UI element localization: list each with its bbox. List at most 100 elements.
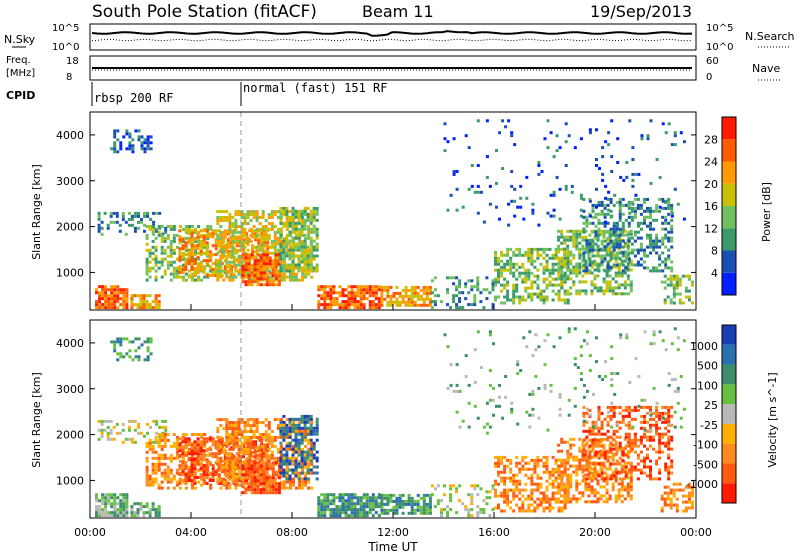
- heatmap-cell: [256, 262, 260, 266]
- heatmap-cell: [309, 447, 313, 451]
- heatmap-cell: [515, 473, 519, 477]
- heatmap-cell: [255, 418, 259, 422]
- heatmap-cell: [312, 456, 316, 460]
- heatmap-cell: [205, 262, 209, 266]
- heatmap-cell: [323, 300, 327, 304]
- heatmap-cell: [161, 425, 165, 429]
- heatmap-cell: [181, 456, 185, 460]
- heatmap-cell: [479, 511, 483, 515]
- heatmap-cell: [261, 210, 265, 214]
- heatmap-cell: [181, 268, 185, 271]
- heatmap-cell: [440, 300, 443, 304]
- heatmap-cell: [222, 254, 226, 258]
- heatmap-cell: [506, 500, 510, 504]
- heatmap-cell: [449, 493, 453, 497]
- heatmap-cell: [509, 247, 513, 251]
- heatmap-cell: [652, 269, 656, 273]
- heatmap-cell: [103, 428, 107, 432]
- heatmap-cell: [139, 306, 143, 310]
- heatmap-cell: [279, 465, 283, 469]
- heatmap-cell: [116, 138, 120, 142]
- heatmap-cell: [258, 233, 262, 237]
- heatmap-cell: [219, 210, 223, 214]
- heatmap-cell: [297, 423, 301, 427]
- heatmap-cell: [338, 303, 342, 307]
- heatmap-cell: [285, 242, 289, 246]
- heatmap-cell: [347, 496, 351, 500]
- heatmap-cell: [119, 141, 123, 145]
- heatmap-cell: [188, 269, 191, 273]
- heatmap-cell: [621, 263, 625, 267]
- heatmap-cell: [250, 274, 254, 278]
- heatmap-cell: [184, 453, 188, 457]
- heatmap-cell: [536, 247, 540, 251]
- colorbar-tick-label: 16: [704, 200, 718, 213]
- heatmap-cell: [292, 278, 295, 282]
- heatmap-cell: [137, 425, 140, 429]
- heatmap-cell: [473, 285, 477, 289]
- heatmap-cell: [205, 467, 209, 471]
- heatmap-cell: [292, 480, 295, 484]
- heatmap-cell: [178, 253, 182, 257]
- heatmap-cell: [202, 443, 206, 447]
- heatmap-cell: [133, 502, 137, 506]
- heatmap-cell: [178, 479, 182, 482]
- heatmap-cell: [229, 452, 233, 456]
- heatmap-cell: [479, 300, 483, 304]
- heatmap-cell: [208, 250, 212, 254]
- heatmap-cell: [205, 235, 209, 239]
- heatmap-cell: [569, 277, 573, 281]
- heatmap-cell: [194, 433, 197, 436]
- heatmap-cell: [101, 291, 105, 295]
- heatmap-cell: [479, 190, 483, 194]
- heatmap-cell: [152, 220, 156, 224]
- heatmap-cell: [629, 259, 633, 263]
- heatmap-cell: [631, 172, 635, 176]
- heatmap-cell: [588, 242, 592, 246]
- heatmap-cell: [285, 426, 289, 430]
- heatmap-cell: [205, 250, 209, 254]
- heatmap-cell: [282, 447, 286, 451]
- heatmap-cell: [130, 214, 134, 218]
- heatmap-cell: [512, 292, 516, 296]
- heatmap-cell: [288, 221, 292, 225]
- heatmap-cell: [563, 503, 567, 507]
- heatmap-cell: [301, 239, 305, 243]
- heatmap-cell: [193, 244, 197, 248]
- heatmap-cell: [545, 247, 549, 251]
- heatmap-cell: [187, 274, 191, 277]
- heatmap-cell: [323, 511, 327, 515]
- heatmap-cell: [557, 298, 561, 302]
- heatmap-cell: [630, 209, 634, 213]
- heatmap-cell: [228, 438, 232, 442]
- heatmap-cell: [130, 437, 134, 441]
- heatmap-cell: [252, 418, 256, 422]
- heatmap-cell: [566, 289, 570, 293]
- heatmap-cell: [578, 250, 582, 254]
- heatmap-cell: [98, 511, 102, 515]
- heatmap-cell: [119, 147, 123, 151]
- heatmap-cell: [554, 497, 558, 501]
- heatmap-cell: [386, 303, 390, 307]
- heatmap-cell: [285, 275, 289, 279]
- heatmap-cell: [461, 306, 465, 310]
- heatmap-cell: [172, 441, 176, 445]
- heatmap-cell: [219, 450, 223, 454]
- heatmap-cell: [627, 230, 631, 234]
- heatmap-cell: [157, 303, 161, 307]
- heatmap-cell: [312, 453, 316, 457]
- heatmap-cell: [563, 298, 567, 302]
- heatmap-cell: [149, 147, 153, 151]
- noise-right-tick-bottom: 10^0: [706, 42, 733, 53]
- heatmap-cell: [259, 265, 263, 269]
- heatmap-cell: [601, 146, 605, 150]
- heatmap-cell: [623, 241, 627, 245]
- heatmap-cell: [395, 499, 399, 503]
- heatmap-cell: [542, 277, 546, 281]
- heatmap-cell: [664, 263, 668, 267]
- heatmap-cell: [446, 140, 450, 144]
- heatmap-cell: [175, 441, 179, 445]
- heatmap-cell: [631, 202, 635, 206]
- heatmap-cell: [241, 265, 245, 269]
- heatmap-cell: [317, 508, 321, 512]
